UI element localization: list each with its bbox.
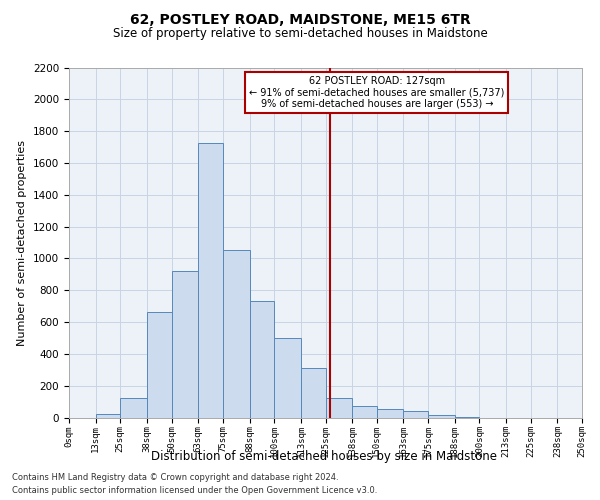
- Text: 62 POSTLEY ROAD: 127sqm
← 91% of semi-detached houses are smaller (5,737)
9% of : 62 POSTLEY ROAD: 127sqm ← 91% of semi-de…: [249, 76, 505, 110]
- Text: Size of property relative to semi-detached houses in Maidstone: Size of property relative to semi-detach…: [113, 28, 487, 40]
- Bar: [325, 398, 352, 417]
- Bar: [172, 271, 198, 418]
- Y-axis label: Number of semi-detached properties: Number of semi-detached properties: [17, 140, 28, 346]
- Text: Contains public sector information licensed under the Open Government Licence v3: Contains public sector information licen…: [12, 486, 377, 495]
- Bar: [250, 302, 274, 418]
- Bar: [301, 368, 325, 418]
- Bar: [198, 143, 223, 417]
- Text: Contains HM Land Registry data © Crown copyright and database right 2024.: Contains HM Land Registry data © Crown c…: [12, 474, 338, 482]
- Bar: [352, 406, 377, 418]
- Bar: [403, 411, 428, 418]
- Text: 62, POSTLEY ROAD, MAIDSTONE, ME15 6TR: 62, POSTLEY ROAD, MAIDSTONE, ME15 6TR: [130, 12, 470, 26]
- Bar: [223, 250, 250, 418]
- Bar: [428, 415, 455, 418]
- Bar: [147, 312, 172, 418]
- Bar: [377, 409, 403, 418]
- Bar: [455, 416, 479, 418]
- Text: Distribution of semi-detached houses by size in Maidstone: Distribution of semi-detached houses by …: [151, 450, 497, 463]
- Bar: [95, 414, 121, 418]
- Bar: [274, 338, 301, 417]
- Bar: [121, 398, 147, 417]
